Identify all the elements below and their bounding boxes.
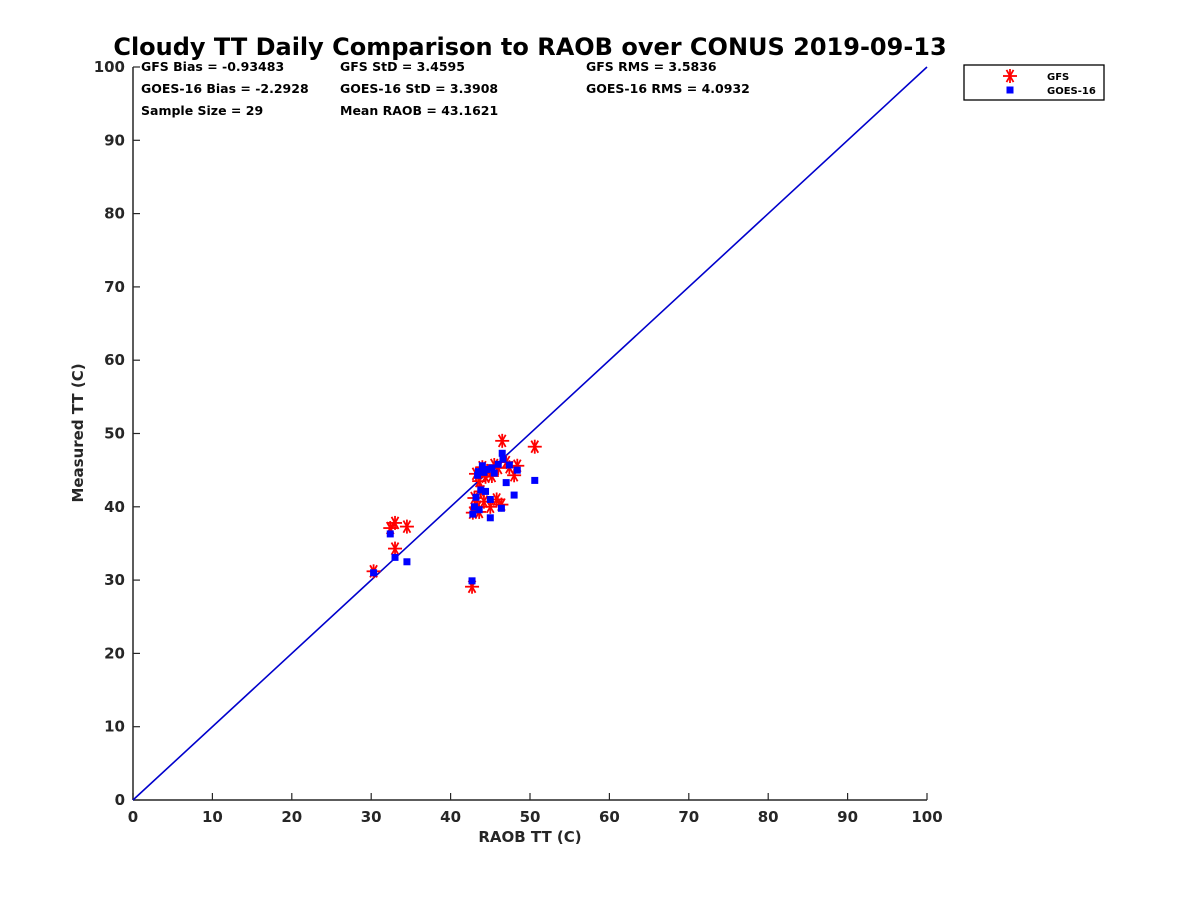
- data-point-goes-16: [505, 461, 513, 469]
- data-point-gfs: [489, 492, 504, 507]
- series-gfs: [366, 433, 542, 594]
- data-point-goes-16: [475, 506, 483, 514]
- data-point-goes-16: [490, 469, 498, 477]
- data-point-goes-16: [468, 577, 476, 585]
- data-point-goes-16: [474, 471, 482, 479]
- y-tick-label: 20: [104, 644, 125, 662]
- y-tick-label: 40: [104, 498, 125, 516]
- data-point-goes-16: [486, 514, 494, 522]
- data-point-gfs: [527, 439, 542, 454]
- y-tick-label: 80: [104, 205, 125, 223]
- data-point-goes-16: [482, 487, 490, 495]
- data-point-goes-16: [498, 449, 506, 457]
- legend-box: [963, 64, 1105, 101]
- x-tick-label: 30: [361, 808, 382, 826]
- data-point-goes-16: [403, 558, 411, 566]
- y-tick-label: 0: [115, 791, 125, 809]
- data-point-goes-16: [370, 569, 378, 577]
- y-tick-label: 70: [104, 278, 125, 296]
- data-point-goes-16: [497, 504, 505, 512]
- stat-text: Sample Size = 29: [141, 103, 263, 118]
- x-tick-label: 80: [758, 808, 779, 826]
- data-point-gfs: [388, 515, 403, 530]
- stat-text: GOES-16 RMS = 4.0932: [586, 81, 750, 96]
- y-tick-label: 30: [104, 571, 125, 589]
- x-tick-label: 20: [281, 808, 302, 826]
- x-tick-label: 100: [911, 808, 942, 826]
- legend-marker-gfs: [1003, 69, 1017, 83]
- chart-title: Cloudy TT Daily Comparison to RAOB over …: [113, 33, 946, 61]
- y-tick-label: 90: [104, 131, 125, 149]
- data-point-goes-16: [386, 530, 394, 538]
- data-point-goes-16: [499, 455, 507, 463]
- legend: GFS GOES-16: [963, 64, 1105, 101]
- y-tick-label: 10: [104, 718, 125, 736]
- data-point-goes-16: [470, 503, 478, 511]
- stat-text: GOES-16 Bias = -2.2928: [141, 81, 309, 96]
- x-tick-label: 90: [837, 808, 858, 826]
- data-point-gfs: [399, 519, 414, 534]
- data-point-gfs: [495, 433, 510, 448]
- y-axis-label: Measured TT (C): [69, 363, 87, 502]
- x-axis-label: RAOB TT (C): [478, 828, 581, 846]
- legend-label-goes-16: GOES-16: [1047, 86, 1096, 97]
- data-point-gfs: [388, 541, 403, 556]
- statistics-panel: GFS Bias = -0.93483 GFS StD = 3.4595 GFS R…: [141, 59, 750, 118]
- x-tick-label: 0: [128, 808, 138, 826]
- legend-label-gfs: GFS: [1047, 72, 1069, 83]
- legend-marker-goes-16: [1006, 86, 1014, 94]
- stat-text: Mean RAOB = 43.1621: [340, 103, 498, 118]
- data-point-goes-16: [477, 486, 485, 494]
- y-tick-label: 50: [104, 425, 125, 443]
- data-point-goes-16: [472, 493, 480, 501]
- data-point-goes-16: [494, 460, 502, 468]
- x-tick-label: 10: [202, 808, 223, 826]
- data-point-goes-16: [478, 462, 486, 470]
- data-point-goes-16: [469, 510, 477, 518]
- data-point-goes-16: [510, 491, 518, 499]
- y-tick-label: 100: [94, 58, 125, 76]
- data-point-goes-16: [488, 464, 496, 472]
- data-point-goes-16: [513, 466, 521, 474]
- data-point-goes-16: [531, 476, 539, 484]
- stat-text: GFS RMS = 3.5836: [586, 59, 717, 74]
- data-point-goes-16: [474, 468, 482, 476]
- x-tick-label: 70: [678, 808, 699, 826]
- stat-text: GFS Bias = -0.93483: [141, 59, 284, 74]
- x-tick-label: 50: [520, 808, 541, 826]
- one-to-one-reference-line: [132, 66, 928, 801]
- data-point-goes-16: [391, 553, 399, 561]
- plot-area: [132, 66, 928, 801]
- data-point-goes-16: [486, 495, 494, 503]
- series-goes-16: [370, 449, 539, 585]
- y-tick-label: 60: [104, 351, 125, 369]
- data-point-goes-16: [483, 465, 491, 473]
- axes: 0 10 20 30 40 50 60 70 80 90 100 0 10 20 30 40 50 60 70 80 9…: [94, 58, 943, 826]
- x-tick-label: 60: [599, 808, 620, 826]
- stat-text: GFS StD = 3.4595: [340, 59, 465, 74]
- stat-text: GOES-16 StD = 3.3908: [340, 81, 498, 96]
- data-point-goes-16: [502, 479, 510, 487]
- x-tick-label: 40: [440, 808, 461, 826]
